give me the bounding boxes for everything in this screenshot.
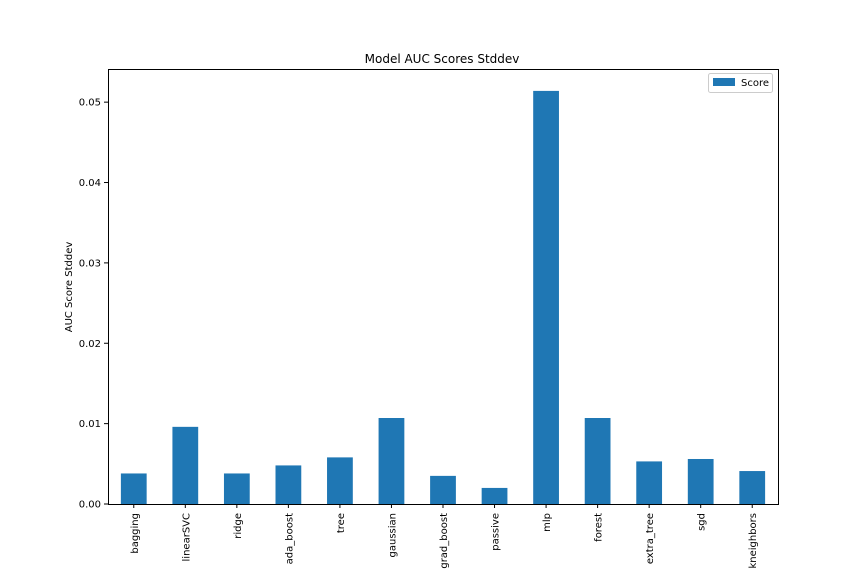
x-tick-label: forest — [594, 513, 605, 542]
bar-extra-tree — [636, 461, 663, 504]
y-tick-label: 0.00 — [79, 500, 101, 511]
bar-kneighbors — [739, 471, 766, 504]
x-ticks-group: bagging linearSVC ridge ada_boost tree gaussi… — [130, 504, 759, 569]
chart-title: Model AUC Scores Stddev — [365, 52, 520, 66]
x-tick-label: tree — [336, 513, 347, 533]
plot-frame — [108, 69, 779, 505]
x-tick-label: extra_tree — [645, 513, 656, 564]
bar-sgd — [687, 458, 714, 504]
x-tick-label: ada_boost — [284, 513, 295, 564]
x-tick-label: kneighbors — [748, 513, 759, 569]
y-tick-label: 0.03 — [79, 258, 101, 269]
y-axis-label: AUC Score Stddev — [64, 242, 75, 333]
bar-forest — [584, 418, 611, 504]
y-tick-label: 0.04 — [79, 178, 101, 189]
legend: Score — [708, 73, 773, 93]
bar-passive — [481, 487, 508, 504]
bar-grad-boost — [430, 475, 456, 504]
bar-mlp — [533, 90, 559, 504]
y-tick-label: 0.05 — [79, 98, 101, 109]
bar-gaussian — [378, 418, 405, 504]
y-ticks-group: 0.00 0.01 0.02 0.03 0.04 0.05 — [79, 98, 108, 511]
x-tick-label: mlp — [542, 513, 553, 532]
bar-ada-boost — [275, 465, 302, 504]
x-tick-label: ridge — [233, 513, 244, 539]
bar-linearsvc — [172, 426, 199, 504]
x-tick-label: gaussian — [387, 513, 398, 557]
x-tick-label: sgd — [697, 513, 708, 531]
bar-tree — [327, 457, 353, 504]
y-tick-label: 0.02 — [79, 339, 101, 350]
y-tick-label: 0.01 — [79, 419, 101, 430]
x-tick-label: grad_boost — [439, 513, 450, 569]
bar-bagging — [120, 473, 147, 504]
x-tick-label: passive — [491, 513, 502, 551]
x-tick-label: bagging — [130, 513, 141, 554]
legend-label: Score — [741, 78, 769, 89]
bars-group — [120, 90, 766, 504]
x-tick-label: linearSVC — [181, 513, 192, 561]
legend-swatch — [713, 78, 735, 86]
bar-ridge — [223, 473, 250, 504]
